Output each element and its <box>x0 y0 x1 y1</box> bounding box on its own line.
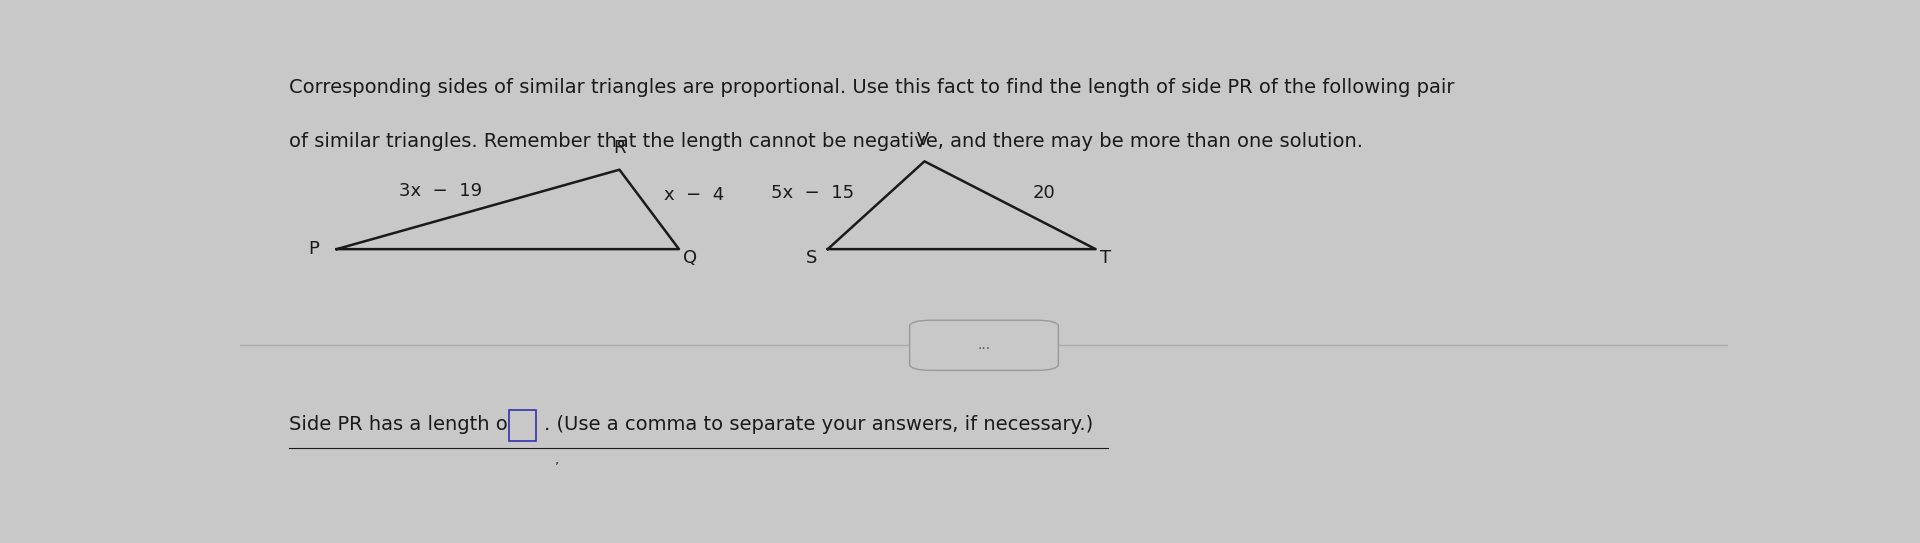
Text: 20: 20 <box>1033 184 1056 201</box>
Text: 3x  −  19: 3x − 19 <box>399 181 482 200</box>
Text: Corresponding sides of similar triangles are proportional. Use this fact to find: Corresponding sides of similar triangles… <box>290 78 1455 97</box>
Text: Side PR has a length of: Side PR has a length of <box>290 415 515 434</box>
Text: . (Use a comma to separate your answers, if necessary.): . (Use a comma to separate your answers,… <box>543 415 1092 434</box>
Text: S: S <box>806 249 818 267</box>
Text: x  −  4: x − 4 <box>664 186 724 204</box>
Text: of similar triangles. Remember that the length cannot be negative, and there may: of similar triangles. Remember that the … <box>290 132 1363 151</box>
Text: T: T <box>1100 249 1112 267</box>
Text: V: V <box>918 131 929 149</box>
FancyBboxPatch shape <box>910 320 1058 370</box>
Text: R: R <box>612 139 626 157</box>
Text: Q: Q <box>684 249 697 267</box>
Text: P: P <box>307 240 319 258</box>
Text: ’: ’ <box>555 460 559 473</box>
Text: ...: ... <box>977 338 991 352</box>
Text: 5x  −  15: 5x − 15 <box>772 184 854 201</box>
FancyBboxPatch shape <box>509 410 536 441</box>
